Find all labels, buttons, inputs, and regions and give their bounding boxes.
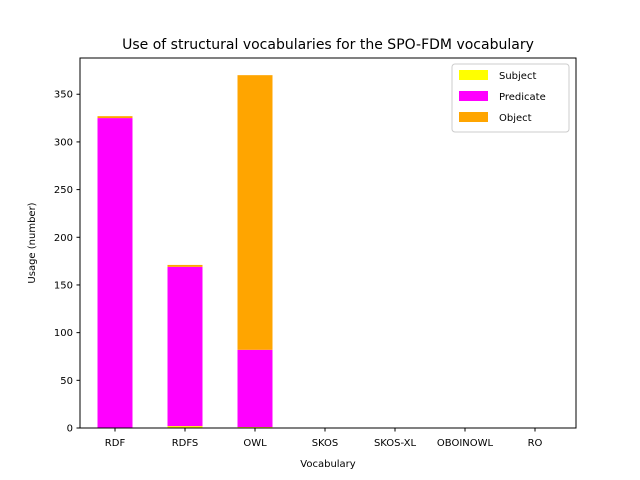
bar-object-rdf (97, 116, 133, 119)
y-tick-label: 250 (54, 185, 73, 196)
legend-swatch-object (459, 112, 488, 122)
y-tick-label: 100 (54, 328, 73, 339)
legend-label-object: Object (499, 113, 532, 124)
y-tick-label: 50 (60, 376, 73, 387)
plot-frame (79, 57, 577, 429)
bar-predicate-rdfs (167, 266, 203, 427)
x-tick-label: SKOS-XL (374, 438, 417, 449)
x-tick-label: RDFS (172, 438, 199, 449)
x-tick-label: SKOS (312, 438, 339, 449)
legend-label-predicate: Predicate (499, 92, 546, 103)
y-tick-label: 200 (54, 233, 73, 244)
legend-swatch-predicate (459, 91, 488, 101)
bar-predicate-rdf (97, 118, 133, 428)
y-tick-label: 350 (54, 90, 73, 101)
y-tick-label: 150 (54, 280, 73, 291)
y-tick-label: 300 (54, 137, 73, 148)
bar-subject-rdfs (167, 426, 203, 428)
y-tick-label: 0 (67, 424, 73, 435)
x-tick-label: RDF (105, 438, 126, 449)
y-ticks: 0 50 100 150 200 250 300 350 (54, 90, 80, 435)
legend: Subject Predicate Object (451, 63, 570, 133)
legend-swatch-subject (459, 70, 488, 80)
legend-label-subject: Subject (499, 71, 536, 82)
bar-predicate-owl (237, 349, 273, 428)
x-tick-label: RO (528, 438, 543, 449)
x-tick-label: OWL (243, 438, 267, 449)
x-tick-label: OBOINOWL (437, 438, 494, 449)
bars-group (97, 75, 273, 428)
x-ticks: RDF RDFS OWL SKOS SKOS-XL OBOINOWL RO (105, 428, 543, 449)
chart-title: Use of structural vocabularies for the S… (122, 37, 534, 53)
y-axis-label: Usage (number) (27, 202, 38, 283)
bar-object-owl (237, 75, 273, 350)
bar-object-rdfs (167, 264, 203, 267)
x-axis-label: Vocabulary (300, 459, 356, 470)
